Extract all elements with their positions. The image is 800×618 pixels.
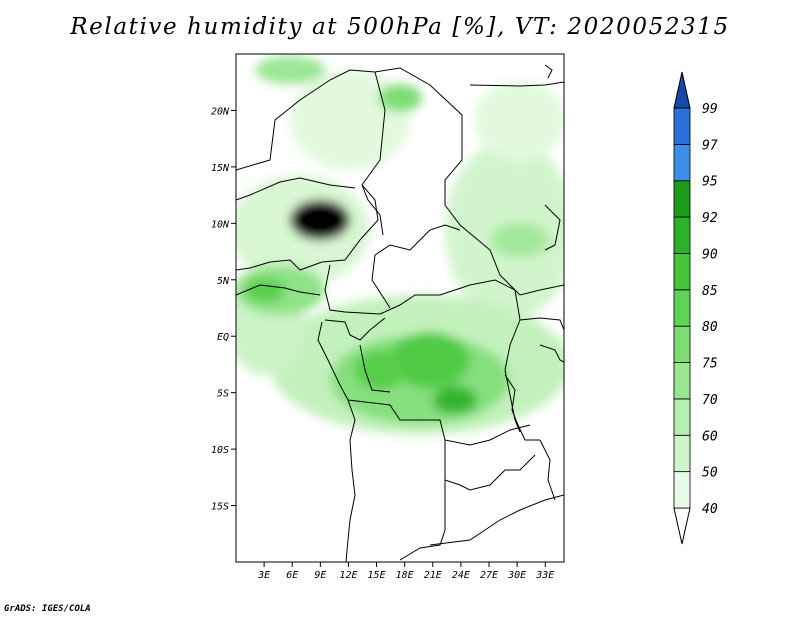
border-namibia [399,480,446,561]
colorbar: 40 50 60 70 75 80 85 90 92 95 97 99 [673,71,718,545]
coast-gulf-guinea [236,284,321,296]
colorbar-level-label: 97 [702,138,718,153]
shade-northeast-light [475,80,564,160]
plot-title: Relative humidity at 500hPa [%], VT: 202… [70,14,730,40]
coast-angola [345,399,356,562]
map-frame [235,53,565,563]
lat-tick-label: 15S [211,502,229,513]
shade-sudan [490,222,550,258]
border-congo-drc [359,344,391,393]
border-cameroon-car [371,254,391,309]
country-borders [236,64,564,562]
colorbar-level-label: 99 [702,102,718,117]
lake-tanganyika [504,374,540,441]
colorbar-segment [673,253,691,291]
colorbar-segment [673,216,691,254]
border-sahel [236,177,356,201]
colorbar-segment [673,289,691,327]
colorbar-level-label: 85 [702,284,718,299]
colorbar-segment [673,362,691,400]
shade-libya-patch [378,84,422,112]
border-southern [429,494,564,546]
border-chad-west [236,71,386,271]
lat-tick-label: 5N [217,276,230,287]
colorbar-level-label: 92 [702,211,718,226]
grads-credit: GrADS: IGES/COLA [4,604,91,614]
colorbar-level-label: 80 [702,320,718,335]
colorbar-level-label: 40 [702,502,718,517]
colorbar-segment [673,398,691,436]
colorbar-segment [673,434,691,473]
lon-tick-label: 3E [257,570,270,581]
colorbar-lower-triangle [673,507,691,545]
shade-core-2 [433,386,477,414]
colorbar-level-label: 95 [702,175,718,190]
border-ethiopia [544,204,561,251]
latitude-axis: 20N 15N 10N 5N EQ 5S 10S 15S [211,106,236,513]
border-gabon-congo [324,317,386,341]
lake-malawi [539,439,556,501]
colorbar-segment [673,180,691,218]
border-north [236,67,564,296]
colorbar-segment [673,471,691,509]
lon-tick-label: 24E [452,570,470,581]
humidity-field [236,56,564,435]
border-uganda [519,317,564,331]
shade-core-1 [390,332,470,388]
colorbar-segment [673,143,691,182]
lon-tick-label: 21E [424,570,442,581]
colorbar-level-label: 70 [702,393,718,408]
border-lake-victoria [539,344,564,363]
colorbar-level-label: 60 [702,429,718,444]
lon-tick-label: 33E [535,570,554,581]
lat-tick-label: 20N [211,106,230,117]
shade-north-patch [255,56,325,84]
lat-tick-label: 15N [211,163,230,174]
lat-tick-label: 5S [217,389,229,400]
shade-nigeria [290,200,350,240]
lon-tick-label: 15E [368,570,386,581]
border-zambia [444,440,536,491]
colorbar-level-label: 50 [702,466,718,481]
colorbar-level-label: 75 [702,357,718,372]
lon-tick-label: 18E [396,570,414,581]
lat-tick-label: 10S [211,445,229,456]
colorbar-segment [673,107,691,145]
border-egypt [469,81,564,87]
lat-tick-label: EQ [217,332,229,343]
colorbar-upper-triangle [673,71,691,109]
border-car-south [324,264,516,315]
shade-core-4 [245,278,285,302]
lon-tick-label: 12E [339,570,357,581]
border-lake-chad [361,184,384,236]
longitude-axis: 3E 6E 9E 12E 15E 18E 21E 24E 27E 30E 33E [257,562,554,581]
colorbar-level-label: 90 [702,247,718,262]
lon-tick-label: 9E [314,570,326,581]
coast-north-fragment [544,64,553,79]
lon-tick-label: 27E [480,570,498,581]
shade-core-3 [355,350,405,390]
lat-tick-label: 10N [211,219,230,230]
colorbar-segment [673,325,691,363]
border-car-north [374,224,461,256]
lon-tick-label: 6E [286,570,298,581]
lon-tick-label: 30E [507,570,526,581]
coast-gabon [317,321,349,401]
